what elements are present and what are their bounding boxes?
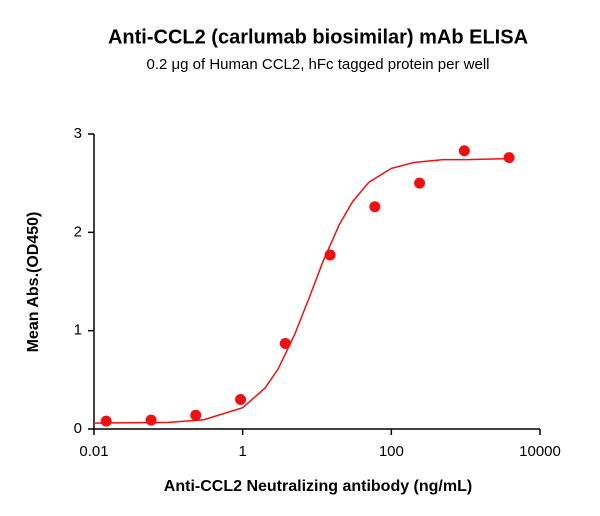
data-point [458,145,470,157]
data-point [414,177,426,189]
y-tick-label: 1 [74,322,82,339]
chart-subtitle: 0.2 μg of Human CCL2, hFc tagged protein… [147,56,490,73]
data-point [145,414,157,426]
y-tick-label: 0 [74,420,82,437]
y-tick-label: 3 [74,125,82,142]
x-tick-label: 10000 [519,443,561,460]
data-point [235,394,247,405]
data-point [369,201,381,213]
y-tick-label: 2 [74,223,82,240]
data-point [100,415,112,427]
data-point [503,152,515,164]
chart-title: Anti-CCL2 (carlumab biosimilar) mAb ELIS… [108,26,528,48]
data-point [190,409,202,421]
x-axis-title: Anti-CCL2 Neutralizing antibody (ng/mL) [164,478,472,495]
x-tick-label: 1 [238,443,246,460]
fit-curve [93,157,510,424]
data-point [279,337,291,349]
y-axis-title: Mean Abs.(OD450) [25,212,42,353]
x-tick-label: 100 [379,443,404,460]
data-point [324,249,336,261]
x-tick-label: 0.01 [79,443,108,460]
